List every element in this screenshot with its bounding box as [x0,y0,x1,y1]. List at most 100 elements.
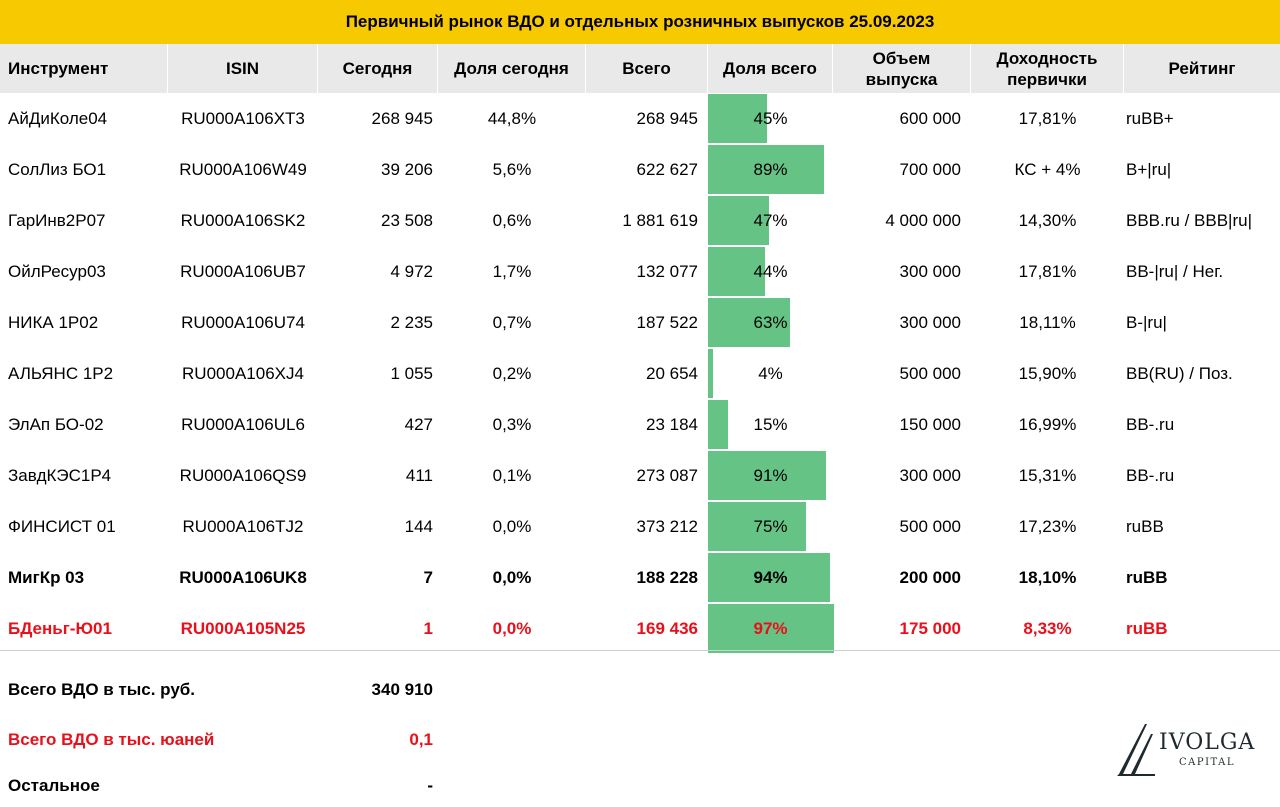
col-header-yield-line1: Доходность [996,48,1098,68]
cell-today: 2 235 [390,312,433,332]
col-header-today: Сегодня [318,44,438,93]
summary-divider [0,650,1280,651]
table-row: 63% НИКА 1Р02 RU000A106U74 2 235 0,7% 187 522… [0,297,1280,348]
cell-today: 1 055 [390,363,433,383]
table-row: 4% АЛЬЯНС 1Р2 RU000A106XJ4 1 055 0,2% 20 654 5… [0,348,1280,399]
cell-total: 20 654 [646,363,698,383]
cell-today: 39 206 [381,159,433,179]
cell-yield: 17,23% [1018,516,1077,536]
cell-share-total: 75% [753,516,788,536]
share-total-bar [708,349,713,398]
table-row: 94% МигКр 03 RU000A106UK8 7 0,0% 188 228 200 0… [0,552,1280,603]
cell-share-total: 91% [753,465,788,485]
cell-volume: 150 000 [899,414,961,434]
cell-total: 273 087 [636,465,698,485]
summary-value: 340 910 [371,680,433,699]
cell-share-total: 4% [758,363,783,383]
share-total-bar [708,94,767,143]
cell-yield: 8,33% [1023,618,1072,638]
cell-volume: 4 000 000 [885,210,961,230]
cell-rating: ruBB+ [1126,108,1174,128]
cell-today: 1 [423,618,433,638]
table-row: 97% БДеньг-Ю01 RU000A105N25 1 0,0% 169 436 175… [0,603,1280,654]
cell-today: 23 508 [381,210,433,230]
cell-yield: 18,11% [1019,312,1076,332]
cell-volume: 500 000 [899,363,961,383]
logo-subtitle: CAPITAL [1179,757,1236,768]
cell-yield: 17,81% [1018,108,1077,128]
cell-yield: 15,90% [1018,363,1077,383]
cell-instrument: НИКА 1Р02 [8,312,99,332]
cell-yield: 15,31% [1018,465,1077,485]
cell-share-today: 0,1% [492,465,532,485]
cell-total: 23 184 [646,414,698,434]
share-total-bar [708,604,834,653]
cell-total: 268 945 [636,108,698,128]
cell-isin: RU000A106UB7 [180,261,306,281]
cell-total: 622 627 [636,159,698,179]
ivolga-logo-icon [1117,724,1155,776]
summary-label: Остальное [8,776,100,795]
share-total-bar [708,145,824,194]
cell-total: 373 212 [636,516,698,536]
cell-share-total: 94% [753,567,788,587]
cell-today: 268 945 [371,108,433,128]
cell-isin: RU000A106UL6 [181,414,305,434]
cell-instrument: АЛЬЯНС 1Р2 [8,363,114,383]
cell-instrument: ЗавдКЭС1Р4 [8,465,112,485]
cell-total: 188 228 [636,567,698,587]
share-total-bar [708,400,728,449]
cell-isin: RU000A106XT3 [181,108,305,128]
cell-yield: 18,10% [1018,567,1077,587]
cell-share-today: 0,7% [492,312,532,332]
cell-yield: 14,30% [1018,210,1077,230]
cell-today: 4 972 [390,261,433,281]
cell-today: 411 [405,465,433,485]
cell-yield: КС + 4% [1014,159,1081,179]
cell-share-total: 44% [753,261,788,281]
col-header-yield: Доходность первички [971,44,1124,93]
share-total-bar [708,451,826,500]
cell-share-today: 0,0% [492,567,532,587]
cell-isin: RU000A106QS9 [179,465,307,485]
cell-total: 187 522 [636,312,698,332]
cell-volume: 600 000 [899,108,961,128]
cell-share-today: 0,6% [492,210,532,230]
cell-share-total: 89% [753,159,788,179]
cell-rating: B+|ru| [1126,159,1172,179]
cell-total: 169 436 [636,618,698,638]
col-header-rating: Рейтинг [1168,59,1236,78]
cell-share-today: 0,2% [492,363,532,383]
cell-yield: 16,99% [1018,414,1077,434]
col-header-yield-line2: первички [1007,69,1087,89]
cell-volume: 300 000 [899,312,961,332]
cell-yield: 17,81% [1018,261,1077,281]
table-header: Инструмент ISIN Сегодня Доля сегодня Все… [0,44,1280,93]
cell-volume: 500 000 [899,516,961,536]
cell-rating: ruBB [1126,516,1164,536]
cell-isin: RU000A106UK8 [179,567,307,587]
cell-isin: RU000A106SK2 [180,210,306,230]
col-header-volume-line1: Объем [872,48,931,68]
cell-rating: BB-.ru [1126,465,1175,485]
cell-today: 7 [423,567,433,587]
table-row: 45% АйДиКоле04 RU000A106XT3 268 945 44,8% 268… [0,93,1280,144]
share-total-bar [708,298,790,347]
table-row: 75% ФИНСИСТ 01 RU000A106TJ2 144 0,0% 373 212 5… [0,501,1280,552]
summary-value: 0,1 [409,730,433,749]
cell-total: 1 881 619 [622,210,698,230]
share-total-bar [708,247,765,296]
cell-isin: RU000A106U74 [181,312,305,332]
cell-instrument: АйДиКоле04 [8,108,108,128]
cell-rating: BB-|ru| / Нег. [1126,261,1224,281]
cell-rating: BB-.ru [1126,414,1175,434]
cell-instrument: ФИНСИСТ 01 [8,516,116,536]
col-header-total: Всего [586,44,708,93]
cell-share-today: 44,8% [487,108,537,128]
cell-volume: 200 000 [899,567,961,587]
report-title: Первичный рынок ВДО и отдельных розничны… [0,0,1280,44]
col-header-share-today: Доля сегодня [438,44,586,93]
cell-total: 132 077 [636,261,698,281]
cell-share-today: 1,7% [492,261,532,281]
cell-today: 427 [404,414,433,434]
